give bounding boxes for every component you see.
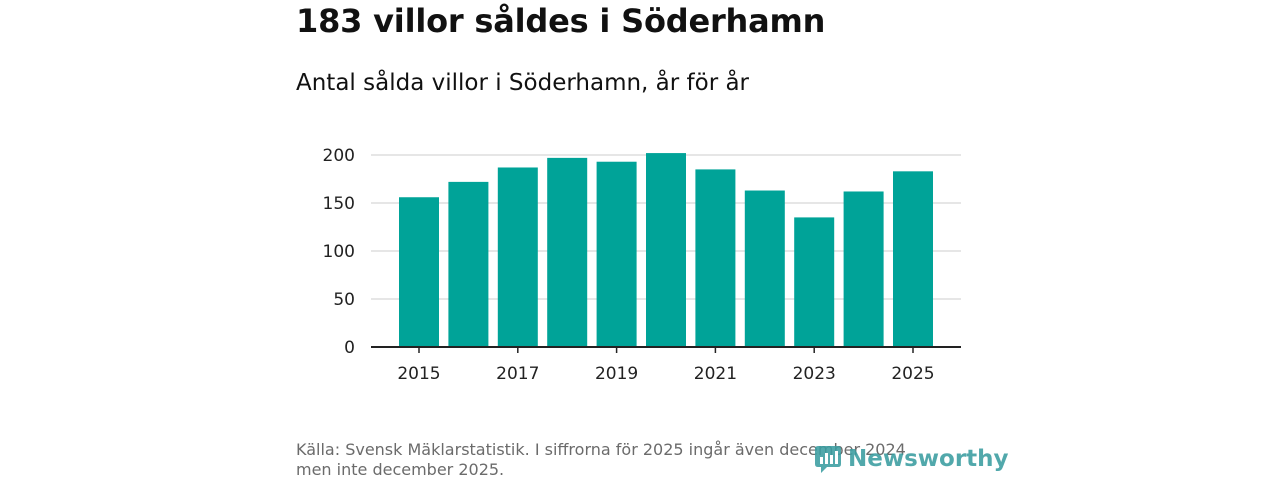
x-tick-label-2019: 2019 [595, 364, 638, 384]
bar-chart: 0 50 100 150 200 2015 2017 2019 2021 2023 2025 [323, 146, 961, 384]
x-tick-label-2025: 2025 [891, 364, 934, 384]
y-tick-label-200: 200 [323, 146, 355, 166]
bar-2023 [794, 217, 835, 347]
page-title: 183 villor såldes i Söderhamn [296, 2, 826, 40]
bar-2021 [695, 169, 736, 347]
source-line-2: men inte december 2025. [296, 460, 505, 479]
bar-2025 [893, 171, 933, 347]
x-tick-label-2023: 2023 [793, 364, 836, 384]
bar-2017 [497, 167, 538, 347]
bar-2020 [646, 153, 686, 347]
bar-2018 [547, 157, 588, 347]
brand-name: Newsworthy [848, 446, 1009, 472]
x-tick-label-2015: 2015 [397, 364, 440, 384]
chart-subtitle: Antal sålda villor i Söderhamn, år för å… [296, 70, 750, 96]
source-line-1: Källa: Svensk Mäklarstatistik. I siffror… [296, 440, 906, 459]
brand-logo: Newsworthy [814, 444, 1009, 474]
y-tick-label-100: 100 [323, 242, 355, 262]
newsworthy-logo-icon [815, 446, 841, 473]
bar-2024 [843, 191, 884, 347]
bar-2015 [399, 197, 439, 347]
y-tick-label-150: 150 [323, 194, 355, 214]
x-tick-label-2021: 2021 [694, 364, 737, 384]
bar-2022 [744, 190, 785, 347]
bar-2016 [448, 181, 489, 347]
y-tick-label-0: 0 [344, 338, 355, 358]
source-note: Källa: Svensk Mäklarstatistik. I siffror… [296, 440, 906, 480]
x-tick-label-2017: 2017 [496, 364, 539, 384]
bar-2019 [596, 161, 637, 347]
y-tick-label-50: 50 [333, 290, 355, 310]
